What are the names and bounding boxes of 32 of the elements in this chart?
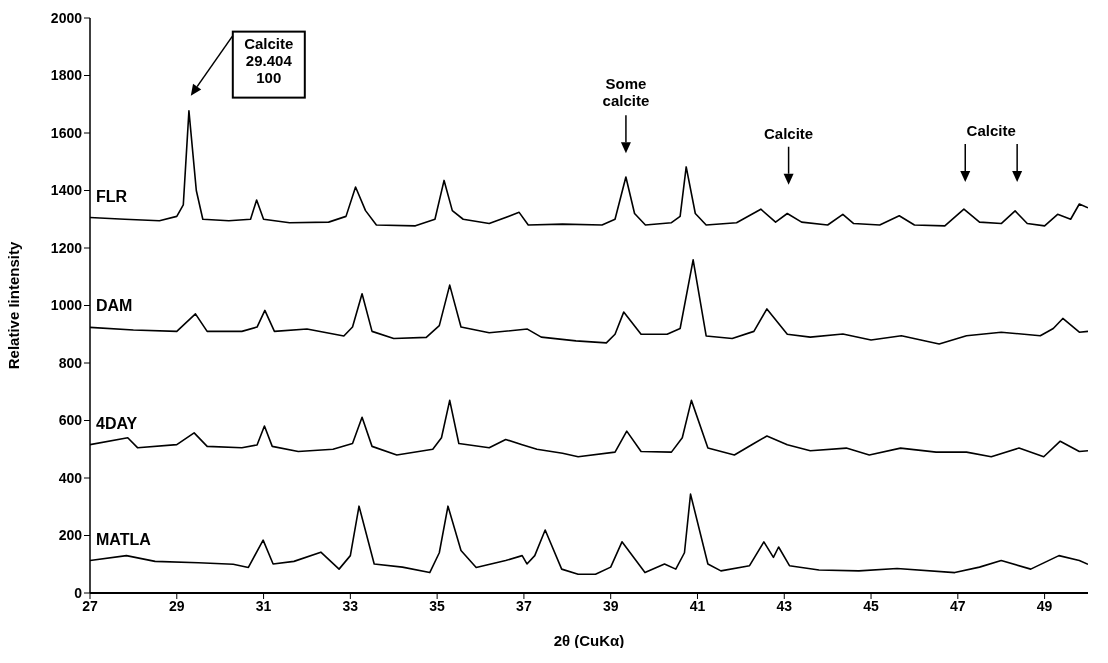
- y-tick-label: 1600: [50, 124, 83, 141]
- x-tick-label: 29: [168, 597, 185, 614]
- x-tick-label: 47: [950, 597, 966, 614]
- x-tick-label: 49: [1036, 597, 1053, 614]
- x-tick-label: 31: [255, 597, 272, 614]
- y-tick-label: 0: [74, 584, 83, 601]
- y-tick-label: 600: [58, 412, 83, 429]
- series-label: MATLA: [96, 530, 152, 548]
- y-tick-label: 1200: [50, 239, 83, 256]
- series-label: DAM: [96, 297, 133, 315]
- series-label: FLR: [96, 187, 128, 205]
- y-tick-label: 800: [58, 354, 83, 371]
- annotation: Calcite 29.404 100: [244, 34, 294, 87]
- y-tick-label: 1800: [50, 67, 83, 84]
- y-tick-label: 1400: [50, 182, 83, 199]
- x-tick-label: 37: [516, 597, 532, 614]
- x-tick-label: 27: [82, 597, 98, 614]
- y-tick-label: 2000: [50, 9, 83, 26]
- y-tick-label: 200: [58, 527, 83, 544]
- annotation: Calcite: [966, 121, 1016, 139]
- x-tick-label: 41: [689, 597, 706, 614]
- x-tick-label: 39: [602, 597, 619, 614]
- x-tick-label: 33: [342, 597, 359, 614]
- y-tick-label: 400: [58, 469, 83, 486]
- annotation: Some calcite: [602, 75, 650, 110]
- y-tick-label: 1000: [50, 297, 83, 314]
- x-tick-label: 45: [863, 597, 880, 614]
- x-tick-label: 43: [776, 597, 793, 614]
- annotation: Calcite: [764, 124, 814, 142]
- y-axis-title: Relative Iintensity: [5, 241, 23, 370]
- x-tick-label: 35: [429, 597, 446, 614]
- series-label: 4DAY: [96, 414, 138, 432]
